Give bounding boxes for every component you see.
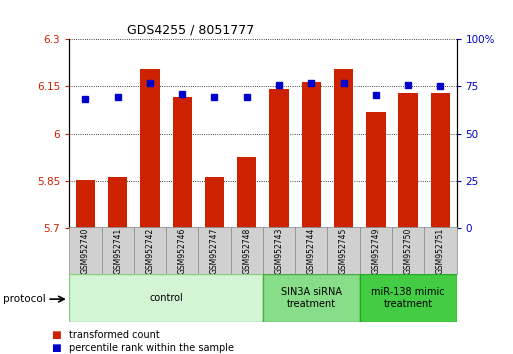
Bar: [334, 69, 353, 228]
Text: GSM952743: GSM952743: [274, 227, 284, 274]
Bar: [263, 227, 295, 274]
Text: transformed count: transformed count: [69, 330, 160, 339]
Bar: [69, 227, 102, 274]
Text: GSM952749: GSM952749: [371, 227, 380, 274]
Bar: [424, 227, 457, 274]
Bar: [108, 177, 127, 228]
Bar: [263, 274, 360, 322]
Bar: [360, 274, 457, 322]
Bar: [360, 227, 392, 274]
Bar: [366, 112, 386, 228]
Bar: [166, 227, 199, 274]
Text: GDS4255 / 8051777: GDS4255 / 8051777: [127, 23, 254, 36]
Text: protocol: protocol: [3, 294, 45, 304]
Text: GSM952746: GSM952746: [177, 227, 187, 274]
Bar: [392, 227, 424, 274]
Bar: [76, 180, 95, 228]
Text: ■: ■: [51, 343, 61, 353]
Text: GSM952744: GSM952744: [307, 227, 316, 274]
Bar: [102, 227, 134, 274]
Bar: [134, 227, 166, 274]
Bar: [295, 227, 327, 274]
Text: control: control: [149, 293, 183, 303]
Bar: [205, 177, 224, 228]
Text: GSM952748: GSM952748: [242, 227, 251, 274]
Text: miR-138 mimic
treatment: miR-138 mimic treatment: [371, 287, 445, 309]
Bar: [302, 81, 321, 228]
Bar: [269, 89, 289, 228]
Bar: [431, 93, 450, 228]
Bar: [172, 97, 192, 228]
Text: GSM952750: GSM952750: [404, 227, 412, 274]
Text: ■: ■: [51, 330, 61, 339]
Bar: [140, 69, 160, 228]
Text: GSM952751: GSM952751: [436, 227, 445, 274]
Text: GSM952747: GSM952747: [210, 227, 219, 274]
Bar: [399, 93, 418, 228]
Text: GSM952745: GSM952745: [339, 227, 348, 274]
Text: percentile rank within the sample: percentile rank within the sample: [69, 343, 234, 353]
Text: SIN3A siRNA
treatment: SIN3A siRNA treatment: [281, 287, 342, 309]
Bar: [327, 227, 360, 274]
Bar: [69, 274, 263, 322]
Text: GSM952741: GSM952741: [113, 227, 122, 274]
Bar: [199, 227, 231, 274]
Bar: [237, 157, 256, 228]
Bar: [231, 227, 263, 274]
Text: GSM952740: GSM952740: [81, 227, 90, 274]
Text: GSM952742: GSM952742: [146, 227, 154, 274]
